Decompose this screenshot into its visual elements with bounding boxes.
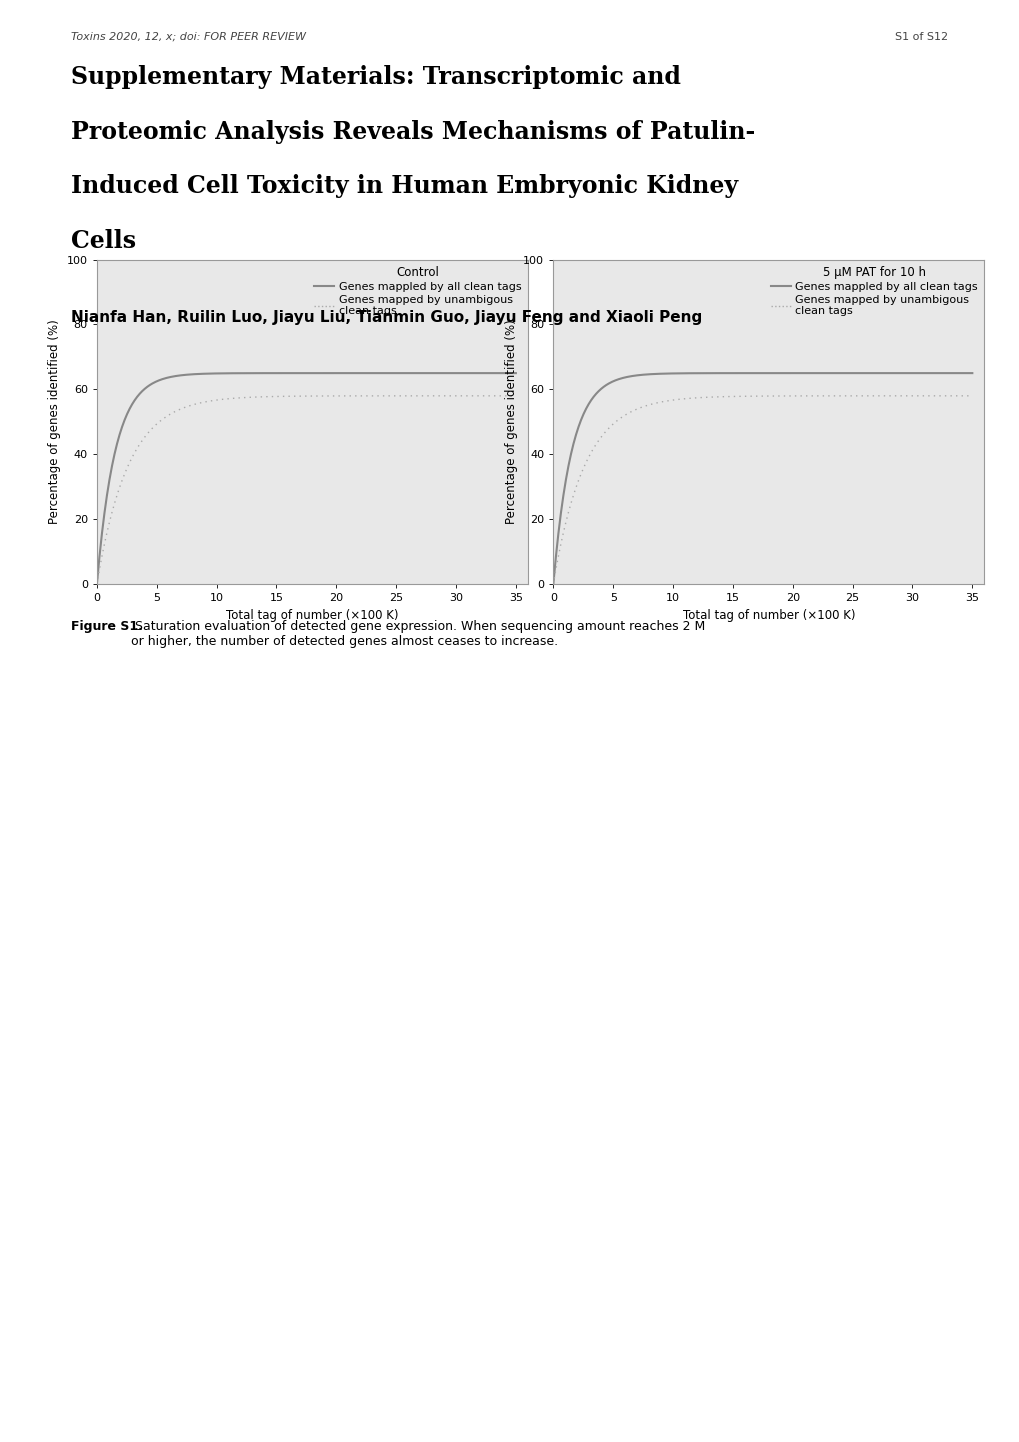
Legend: Genes mappled by all clean tags, Genes mapped by unambigous
clean tags: Genes mappled by all clean tags, Genes m… [311,262,524,320]
Text: S1 of S12: S1 of S12 [895,32,948,42]
Text: Induced Cell Toxicity in Human Embryonic Kidney: Induced Cell Toxicity in Human Embryonic… [71,174,738,199]
Text: Cells: Cells [71,229,137,254]
Text: Figure S1.: Figure S1. [71,620,143,633]
Legend: Genes mappled by all clean tags, Genes mapped by unambigous
clean tags: Genes mappled by all clean tags, Genes m… [766,262,980,320]
X-axis label: Total tag of number (×100 K): Total tag of number (×100 K) [226,609,398,622]
Text: Proteomic Analysis Reveals Mechanisms of Patulin-: Proteomic Analysis Reveals Mechanisms of… [71,120,755,144]
X-axis label: Total tag of number (×100 K): Total tag of number (×100 K) [682,609,854,622]
Text: Nianfa Han, Ruilin Luo, Jiayu Liu, Tianmin Guo, Jiayu Feng and Xiaoli Peng: Nianfa Han, Ruilin Luo, Jiayu Liu, Tianm… [71,310,702,324]
Y-axis label: Percentage of genes identified (%): Percentage of genes identified (%) [504,320,518,523]
Text: Toxins 2020, 12, x; doi: FOR PEER REVIEW: Toxins 2020, 12, x; doi: FOR PEER REVIEW [71,32,306,42]
Text: Saturation evaluation of detected gene expression. When sequencing amount reache: Saturation evaluation of detected gene e… [130,620,704,647]
Y-axis label: Percentage of genes identified (%): Percentage of genes identified (%) [48,320,61,523]
Text: Supplementary Materials: Transcriptomic and: Supplementary Materials: Transcriptomic … [71,65,681,89]
